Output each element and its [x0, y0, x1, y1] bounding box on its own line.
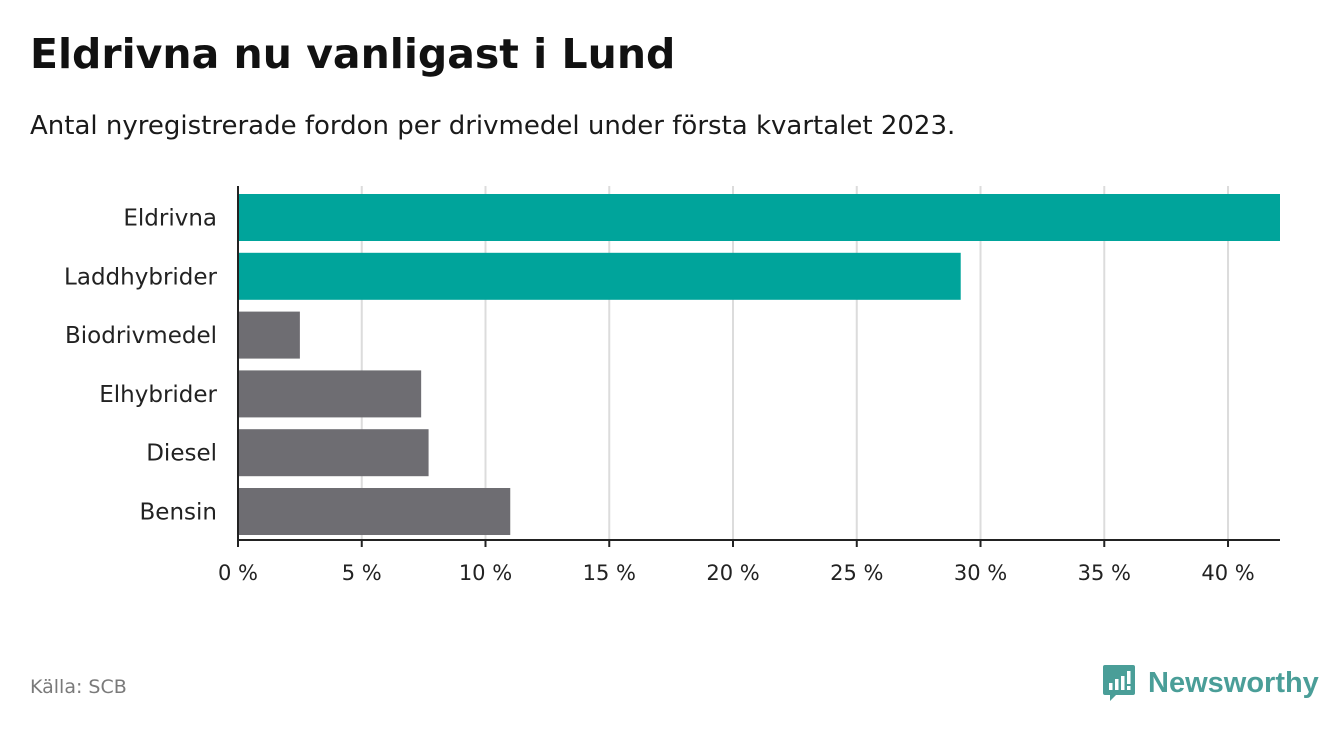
bars	[238, 194, 1280, 535]
category-label: Laddhybrider	[64, 264, 217, 290]
category-label: Bensin	[140, 500, 217, 526]
x-tick-label: 10 %	[459, 561, 512, 585]
category-label: Biodrivmedel	[65, 323, 217, 349]
x-tick-label: 35 %	[1078, 561, 1131, 585]
x-tick-label: 5 %	[342, 561, 382, 585]
bar-eldrivna	[238, 194, 1280, 241]
category-label: Eldrivna	[123, 206, 217, 232]
x-tick-label: 25 %	[830, 561, 883, 585]
brand-logo: Newsworthy	[1102, 663, 1319, 703]
x-tick-label: 30 %	[954, 561, 1007, 585]
chart-title: Eldrivna nu vanligast i Lund	[30, 30, 676, 78]
gridlines	[360, 186, 1230, 540]
x-axis: 0 % 5 % 10 % 15 % 20 % 25 % 30 % 35 % 40 %	[218, 186, 1280, 585]
x-tick-label: 40 %	[1201, 561, 1254, 585]
bar-bensin	[238, 488, 511, 535]
x-tick-label: 20 %	[706, 561, 759, 585]
brand-name: Newsworthy	[1148, 666, 1319, 699]
category-label: Diesel	[146, 441, 217, 467]
newsworthy-logo-icon	[1103, 665, 1135, 701]
source-note: Källa: SCB	[30, 676, 127, 698]
bar-laddhybrider	[238, 252, 961, 300]
bar-diesel	[238, 429, 429, 477]
category-label: Elhybrider	[99, 382, 217, 408]
chart-subtitle: Antal nyregistrerade fordon per drivmede…	[30, 111, 956, 141]
x-tick-label: 15 %	[583, 561, 636, 585]
bar-biodrivmedel	[238, 311, 300, 359]
x-tick-label: 0 %	[218, 561, 258, 585]
bar-elhybrider	[238, 370, 422, 418]
category-labels: Eldrivna Laddhybrider Biodrivmedel Elhybrid…	[64, 206, 217, 526]
